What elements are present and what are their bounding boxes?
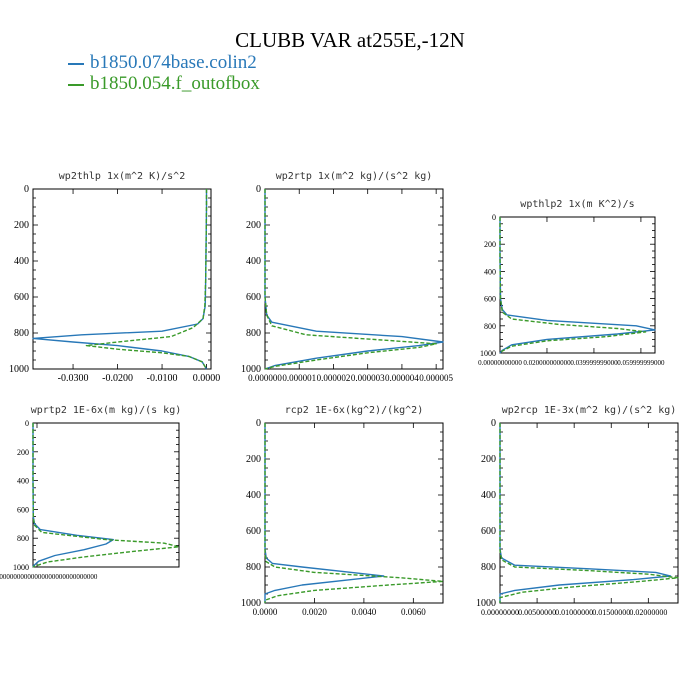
x-tick-label: 0.020000000000 — [523, 359, 571, 367]
y-tick-label: 200 — [17, 448, 29, 457]
y-tick-label: 200 — [246, 454, 261, 465]
y-tick-label: 400 — [246, 256, 261, 267]
figure-title: CLUBB VAR at255E,-12N — [235, 28, 465, 52]
legend-entry-base: b1850.074base.colin2 — [68, 52, 257, 74]
y-tick-label: 600 — [484, 295, 496, 304]
y-tick-label: 1000 — [9, 364, 29, 375]
panel-title: wprtp2 1E-6x(m kg)/(s kg) — [31, 405, 182, 416]
y-tick-label: 1000 — [241, 598, 261, 609]
chart-panel-4: wprtp2 1E-6x(m kg)/(s kg)0 200 400 600 800 10… — [0, 405, 181, 581]
x-tick-label: 0.01500000 — [592, 608, 630, 617]
y-tick-label: 600 — [246, 526, 261, 537]
x-tick-label: 0.000002 — [317, 373, 351, 383]
series-line-outofbox — [264, 423, 444, 603]
chart-panel-1: wp2thlp 1x(m^2 K)/s^2 0 200 400 600 800 1000 -0… — [9, 171, 220, 384]
x-tick-label: 0.000000 — [248, 373, 282, 383]
legend-swatch-outofbox — [68, 83, 84, 86]
series-line-outofbox — [32, 423, 180, 568]
x-tick-label: 0.0000 — [193, 373, 221, 384]
y-tick-label: 800 — [481, 562, 496, 573]
legend-label-base: b1850.074base.colin2 — [90, 52, 257, 73]
y-tick-label: 200 — [246, 220, 261, 231]
y-tick-label: 1000 — [241, 364, 261, 375]
y-tick-label: 200 — [14, 220, 29, 231]
x-tick-label: 0.00500000 — [518, 608, 556, 617]
y-tick-label: 600 — [17, 505, 29, 514]
series-line-base — [499, 217, 656, 354]
y-tick-label: 1000 — [480, 349, 496, 358]
panel-title: wpthlp2 1x(m K^2)/s — [520, 199, 634, 210]
y-tick-label: 1000 — [13, 563, 29, 572]
panel-title: rcp2 1E-6x(kg^2)/(kg^2) — [285, 405, 423, 416]
chart-panel-6: wp2rcp 1E-3x(m^2 kg)/(s^2 kg) 0 200 400 600 8… — [476, 405, 679, 617]
y-tick-label: 400 — [246, 490, 261, 501]
y-tick-label: 800 — [17, 534, 29, 543]
y-tick-label: 400 — [481, 490, 496, 501]
x-tick-label: 0.01000000 — [555, 608, 593, 617]
series-line-outofbox — [264, 189, 437, 370]
y-tick-label: 0 — [24, 184, 29, 195]
legend-entry-outofbox: b1850.054.f_outofbox — [68, 73, 260, 95]
x-tick-label: 0.000003 — [351, 373, 385, 383]
y-tick-label: 800 — [246, 562, 261, 573]
y-tick-label: 0 — [256, 418, 261, 429]
x-tick-label: 0.0040 — [352, 607, 377, 617]
y-tick-label: 400 — [17, 477, 29, 486]
legend-swatch-base — [68, 62, 84, 65]
legend-label-outofbox: b1850.054.f_outofbox — [90, 73, 260, 94]
y-tick-label: 600 — [14, 292, 29, 303]
y-tick-label: 0 — [491, 418, 496, 429]
x-tick-label: 0.02000000 — [629, 608, 667, 617]
x-tick-label: -0.0100 — [147, 373, 178, 384]
x-tick-label: -0.0300 — [58, 373, 89, 384]
plot-frame — [499, 422, 679, 604]
y-tick-label: 200 — [481, 454, 496, 465]
y-tick-label: 200 — [484, 240, 496, 249]
series-line-base — [499, 423, 672, 603]
y-tick-label: 1000 — [476, 598, 496, 609]
x-tick-label: 0.000001 — [282, 373, 316, 383]
panel-title: wp2rcp 1E-3x(m^2 kg)/(s^2 kg) — [502, 405, 677, 416]
series-line-outofbox — [499, 217, 647, 354]
x-tick-label: 0.039999999000 — [570, 359, 618, 367]
x-tick-label: 0.000005 — [419, 373, 453, 383]
x-tick-label: 0.0020 — [302, 607, 327, 617]
plot-frame — [32, 422, 180, 568]
y-tick-label: 600 — [481, 526, 496, 537]
chart-panel-3: wpthlp2 1x(m K^2)/s 0 200 400 600 800 10000.00… — [478, 199, 665, 367]
y-tick-label: 0 — [25, 419, 29, 428]
series-line-outofbox — [85, 189, 208, 370]
panel-title: wp2rtp 1x(m^2 kg)/(s^2 kg) — [276, 171, 433, 182]
x-tick-label: 0.0000 — [253, 607, 278, 617]
plot-frame — [264, 422, 444, 604]
y-tick-label: 400 — [14, 256, 29, 267]
series-line-base — [32, 423, 114, 568]
y-tick-label: 600 — [246, 292, 261, 303]
x-tick-label: 0.000000000000000000000000000000000 — [0, 573, 98, 581]
x-tick-label: 0.000004 — [385, 373, 419, 383]
series-line-outofbox — [499, 423, 679, 603]
x-tick-label: 0.0060 — [401, 607, 426, 617]
y-tick-label: 800 — [246, 328, 261, 339]
panel-title: wp2thlp 1x(m^2 K)/s^2 — [59, 171, 185, 182]
y-tick-label: 0 — [256, 184, 261, 195]
x-tick-label: 0.00000000 — [481, 608, 519, 617]
chart-panel-2: wp2rtp 1x(m^2 kg)/(s^2 kg) 0 200 400 600 800 1… — [241, 171, 454, 383]
x-tick-label: -0.0200 — [102, 373, 133, 384]
x-tick-label: 0.00000000000 — [478, 359, 522, 367]
x-tick-label: 0.059999999000 — [617, 359, 665, 367]
y-tick-label: 800 — [484, 322, 496, 331]
y-tick-label: 0 — [492, 213, 496, 222]
y-tick-label: 800 — [14, 328, 29, 339]
y-tick-label: 400 — [484, 267, 496, 276]
chart-panel-5: rcp2 1E-6x(kg^2)/(kg^2) 0 200 400 600 800 1000… — [241, 405, 444, 617]
